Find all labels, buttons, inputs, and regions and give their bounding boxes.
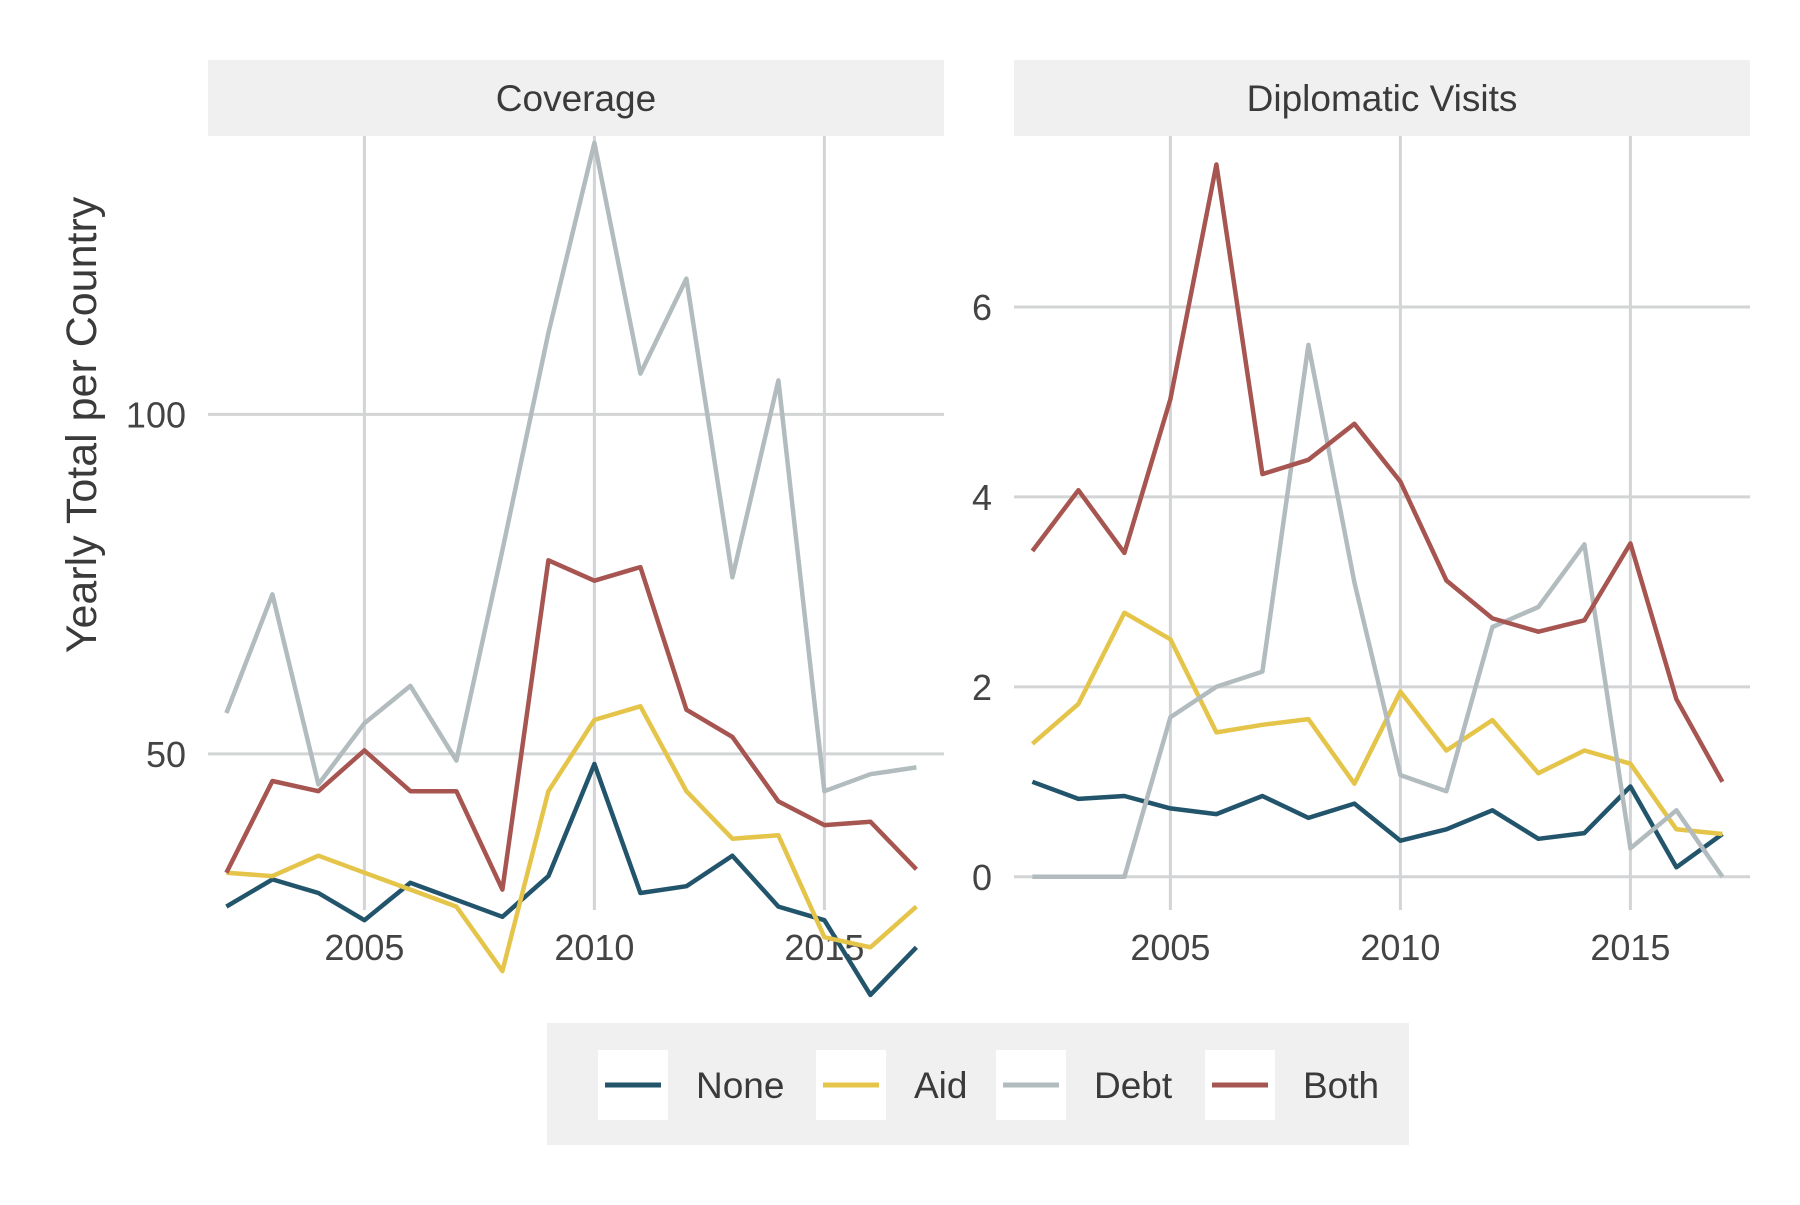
series-line-both bbox=[224, 558, 919, 892]
legend-box bbox=[547, 1023, 1409, 1145]
facet-title: Diplomatic Visits bbox=[1247, 78, 1518, 119]
series-line-debt bbox=[1032, 342, 1725, 880]
series-line-aid bbox=[226, 704, 918, 974]
legend-label: Debt bbox=[1094, 1065, 1173, 1106]
series-line-aid bbox=[1030, 610, 1723, 837]
y-tick-label: 100 bbox=[126, 394, 186, 435]
y-tick-label: 0 bbox=[972, 857, 992, 898]
y-tick-label: 6 bbox=[972, 287, 992, 328]
series-line-none bbox=[225, 761, 919, 998]
series-line-debt bbox=[224, 140, 917, 794]
legend-item-debt: Debt bbox=[996, 1050, 1173, 1120]
series-line-both bbox=[1030, 162, 1725, 783]
y-tick-label: 50 bbox=[146, 734, 186, 775]
y-tick-label: 4 bbox=[972, 477, 992, 518]
legend-item-none: None bbox=[598, 1050, 784, 1120]
x-tick-label: 2010 bbox=[1360, 927, 1440, 968]
x-tick-label: 2010 bbox=[554, 927, 634, 968]
x-tick-label: 2005 bbox=[324, 927, 404, 968]
facet-strip bbox=[208, 60, 944, 136]
legend-item-aid: Aid bbox=[816, 1050, 967, 1120]
x-tick-label: 2005 bbox=[1130, 927, 1210, 968]
panel-2: Diplomatic Visits 0 2 4 6 2005 2010 2015 bbox=[972, 60, 1750, 968]
y-axis-title: Yearly Total per Country bbox=[58, 196, 106, 653]
legend-label: Aid bbox=[914, 1065, 967, 1106]
y-tick-label: 2 bbox=[972, 667, 992, 708]
legend-label: Both bbox=[1303, 1065, 1379, 1106]
legend-label: None bbox=[696, 1065, 784, 1106]
legend-item-both: Both bbox=[1205, 1050, 1379, 1120]
x-tick-label: 2015 bbox=[1590, 927, 1670, 968]
legend: None Aid Debt Both bbox=[547, 1023, 1409, 1145]
facet-strip bbox=[1014, 60, 1750, 136]
facet-title: Coverage bbox=[496, 78, 656, 119]
